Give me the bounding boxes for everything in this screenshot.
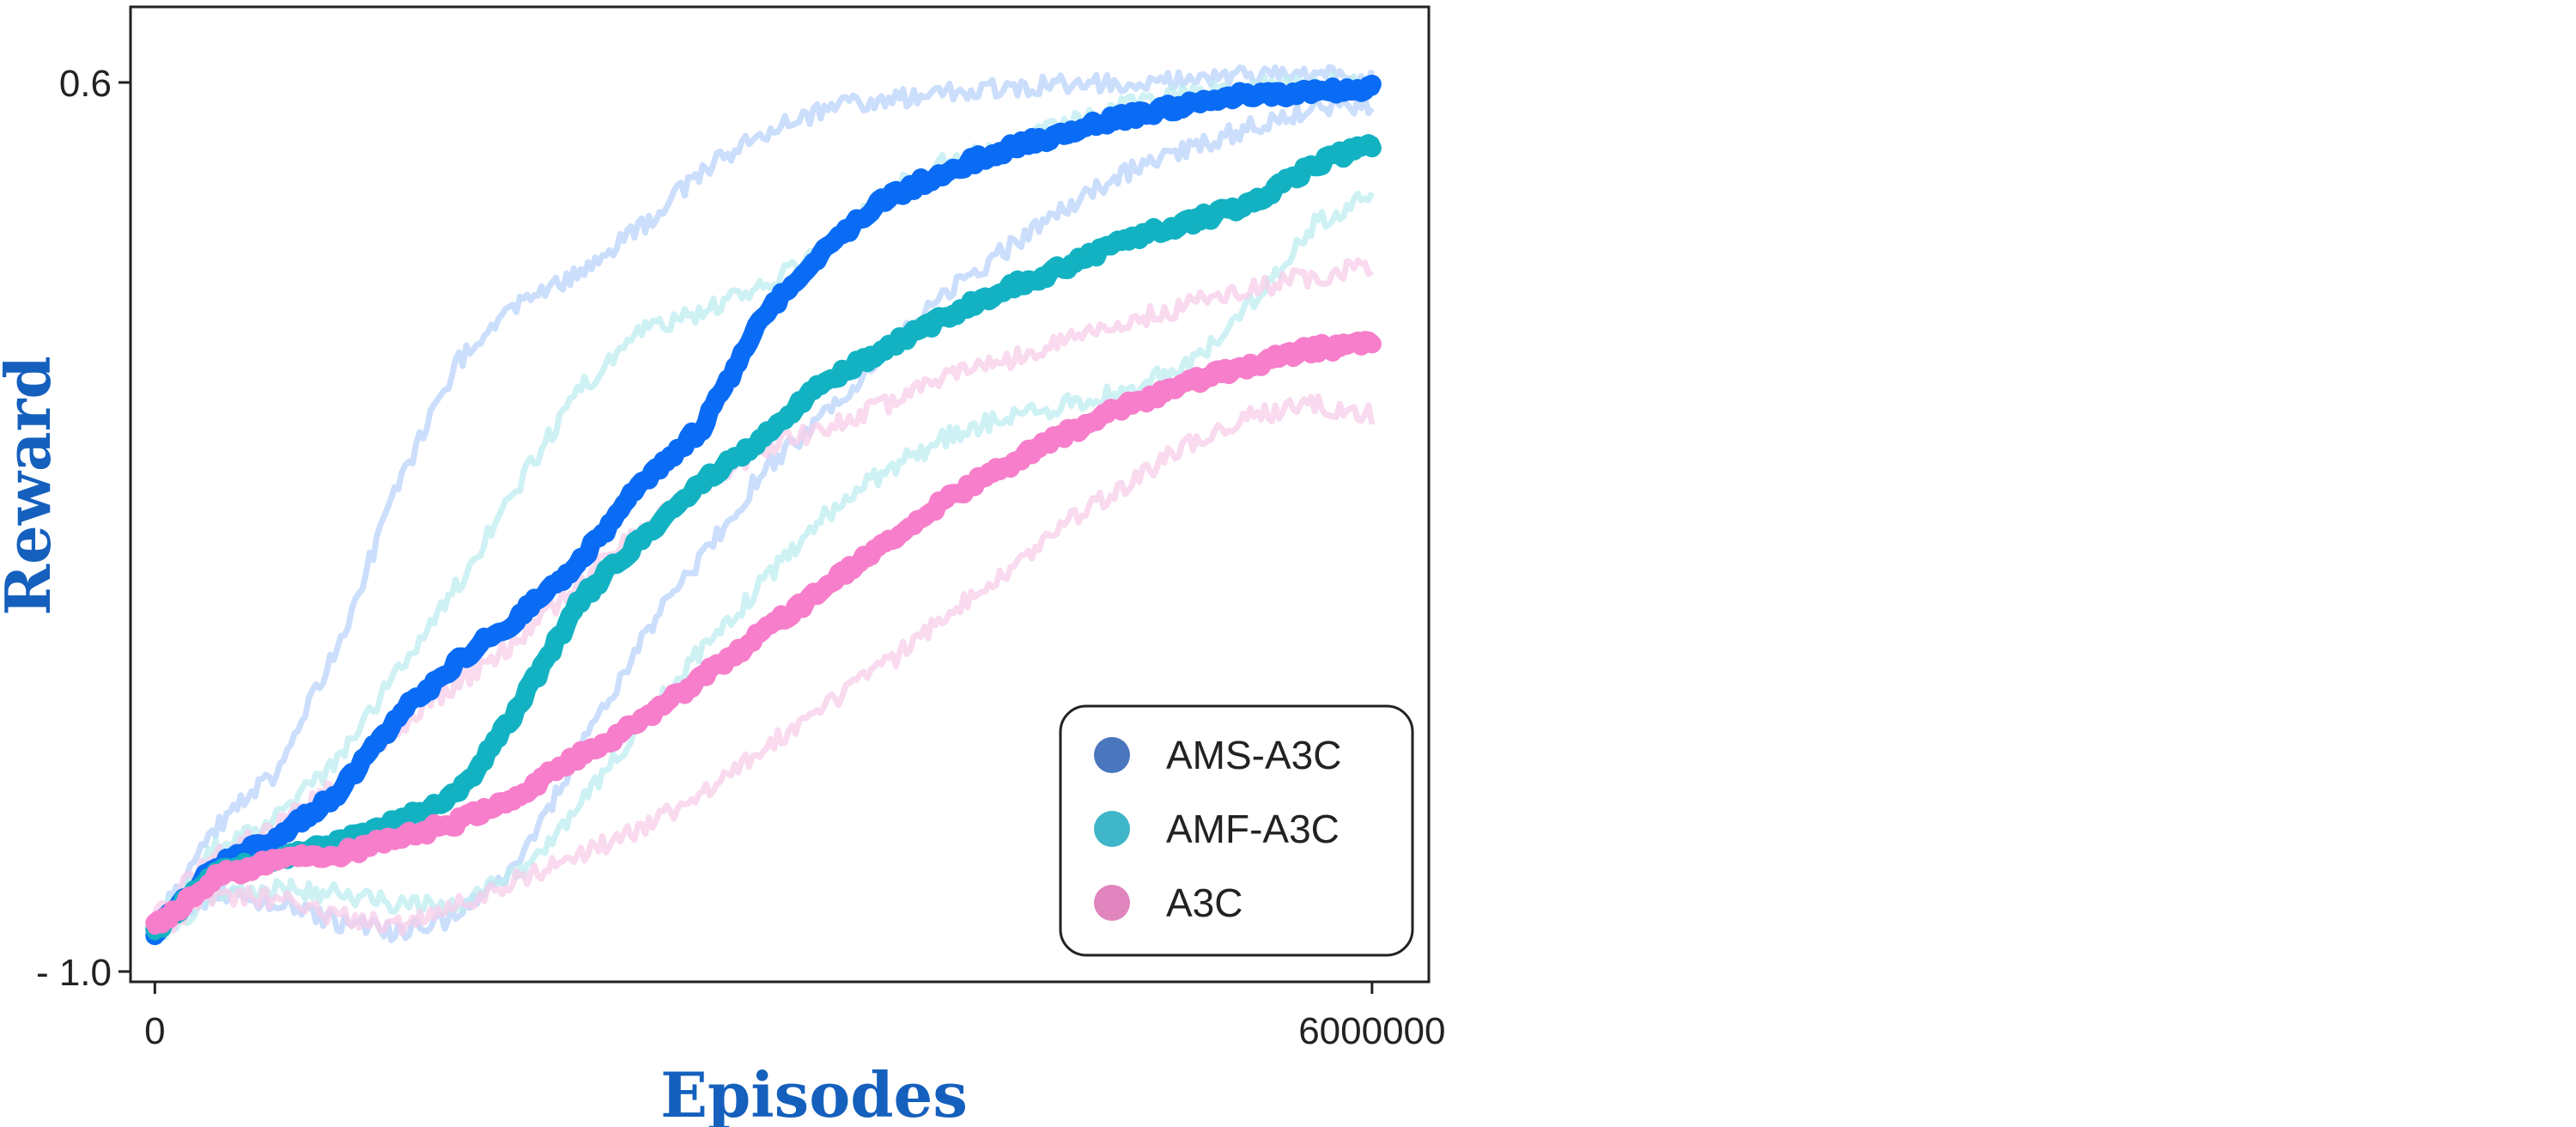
plot-frame [129, 5, 1431, 984]
legend-marker [1094, 885, 1130, 921]
data-point [1364, 80, 1380, 96]
y-axis-title: Reward [0, 356, 64, 616]
data-point [877, 341, 893, 357]
data-point [1060, 125, 1076, 141]
data-point [634, 713, 650, 729]
data-point [1060, 424, 1076, 441]
data-point [451, 786, 467, 801]
data-point [573, 746, 589, 763]
series-lines [145, 75, 1382, 946]
legend-marker [1094, 811, 1130, 847]
data-point [1121, 230, 1137, 247]
y-tick-label: 0.6 [59, 63, 112, 105]
data-point [269, 830, 285, 846]
data-point [877, 191, 893, 207]
data-point [451, 652, 467, 668]
data-point [634, 474, 650, 490]
data-point [512, 608, 528, 624]
y-axis: - 1.0 0.6 [36, 63, 131, 994]
data-point [695, 669, 711, 685]
data-point [695, 474, 711, 490]
data-point [999, 458, 1015, 474]
data-point [390, 830, 406, 846]
data-point [1242, 357, 1259, 374]
data-point [1182, 375, 1198, 391]
data-point [817, 375, 832, 391]
legend: AMS-A3C AMF-A3C A3C [1059, 704, 1414, 957]
data-point [451, 813, 467, 830]
data-point [512, 786, 528, 801]
legend-label: AMF-A3C [1166, 807, 1340, 851]
data-point [877, 535, 893, 551]
data-point [330, 847, 345, 863]
data-point [817, 241, 832, 258]
data-point [1060, 258, 1076, 274]
series-upper-trace [153, 70, 1373, 923]
x-tick-label: 0 [144, 1010, 165, 1052]
data-point [938, 491, 954, 508]
y-tick-label: - 1.0 [36, 952, 112, 994]
data-point [756, 308, 772, 324]
data-point [756, 430, 772, 446]
data-point [1242, 197, 1259, 213]
data-point [634, 530, 650, 546]
data-point [1182, 96, 1198, 113]
data-point [330, 786, 345, 801]
data-point [208, 869, 224, 885]
data-point [1121, 107, 1137, 124]
data-point [1364, 336, 1380, 351]
data-point [512, 697, 528, 713]
data-point [573, 591, 589, 607]
data-point [269, 852, 285, 868]
data-point [1242, 85, 1259, 101]
data-point [147, 919, 163, 935]
legend-box [1059, 704, 1414, 957]
data-point [390, 708, 406, 724]
data-point [756, 624, 772, 641]
x-axis: 0 6000000 [144, 982, 1445, 1052]
series-lower-trace [151, 190, 1376, 943]
data-point [573, 552, 589, 569]
data-point [1303, 85, 1319, 101]
data-point [1303, 158, 1319, 174]
x-tick-label: 6000000 [1298, 1010, 1445, 1052]
series-upper-trace [153, 64, 1376, 921]
data-point [817, 580, 832, 596]
data-point [1121, 397, 1137, 413]
data-point [695, 419, 711, 436]
data-point [938, 308, 954, 324]
legend-label: AMS-A3C [1166, 733, 1341, 777]
data-point [1182, 213, 1198, 229]
legend-label: A3C [1166, 880, 1242, 925]
data-point [999, 280, 1015, 296]
data-point [938, 163, 954, 180]
data-point [999, 141, 1015, 157]
data-point [1303, 341, 1319, 357]
legend-marker [1094, 737, 1130, 773]
x-axis-title: Episodes [660, 1058, 968, 1127]
data-point [1364, 136, 1380, 152]
series-lower-trace [152, 393, 1376, 941]
